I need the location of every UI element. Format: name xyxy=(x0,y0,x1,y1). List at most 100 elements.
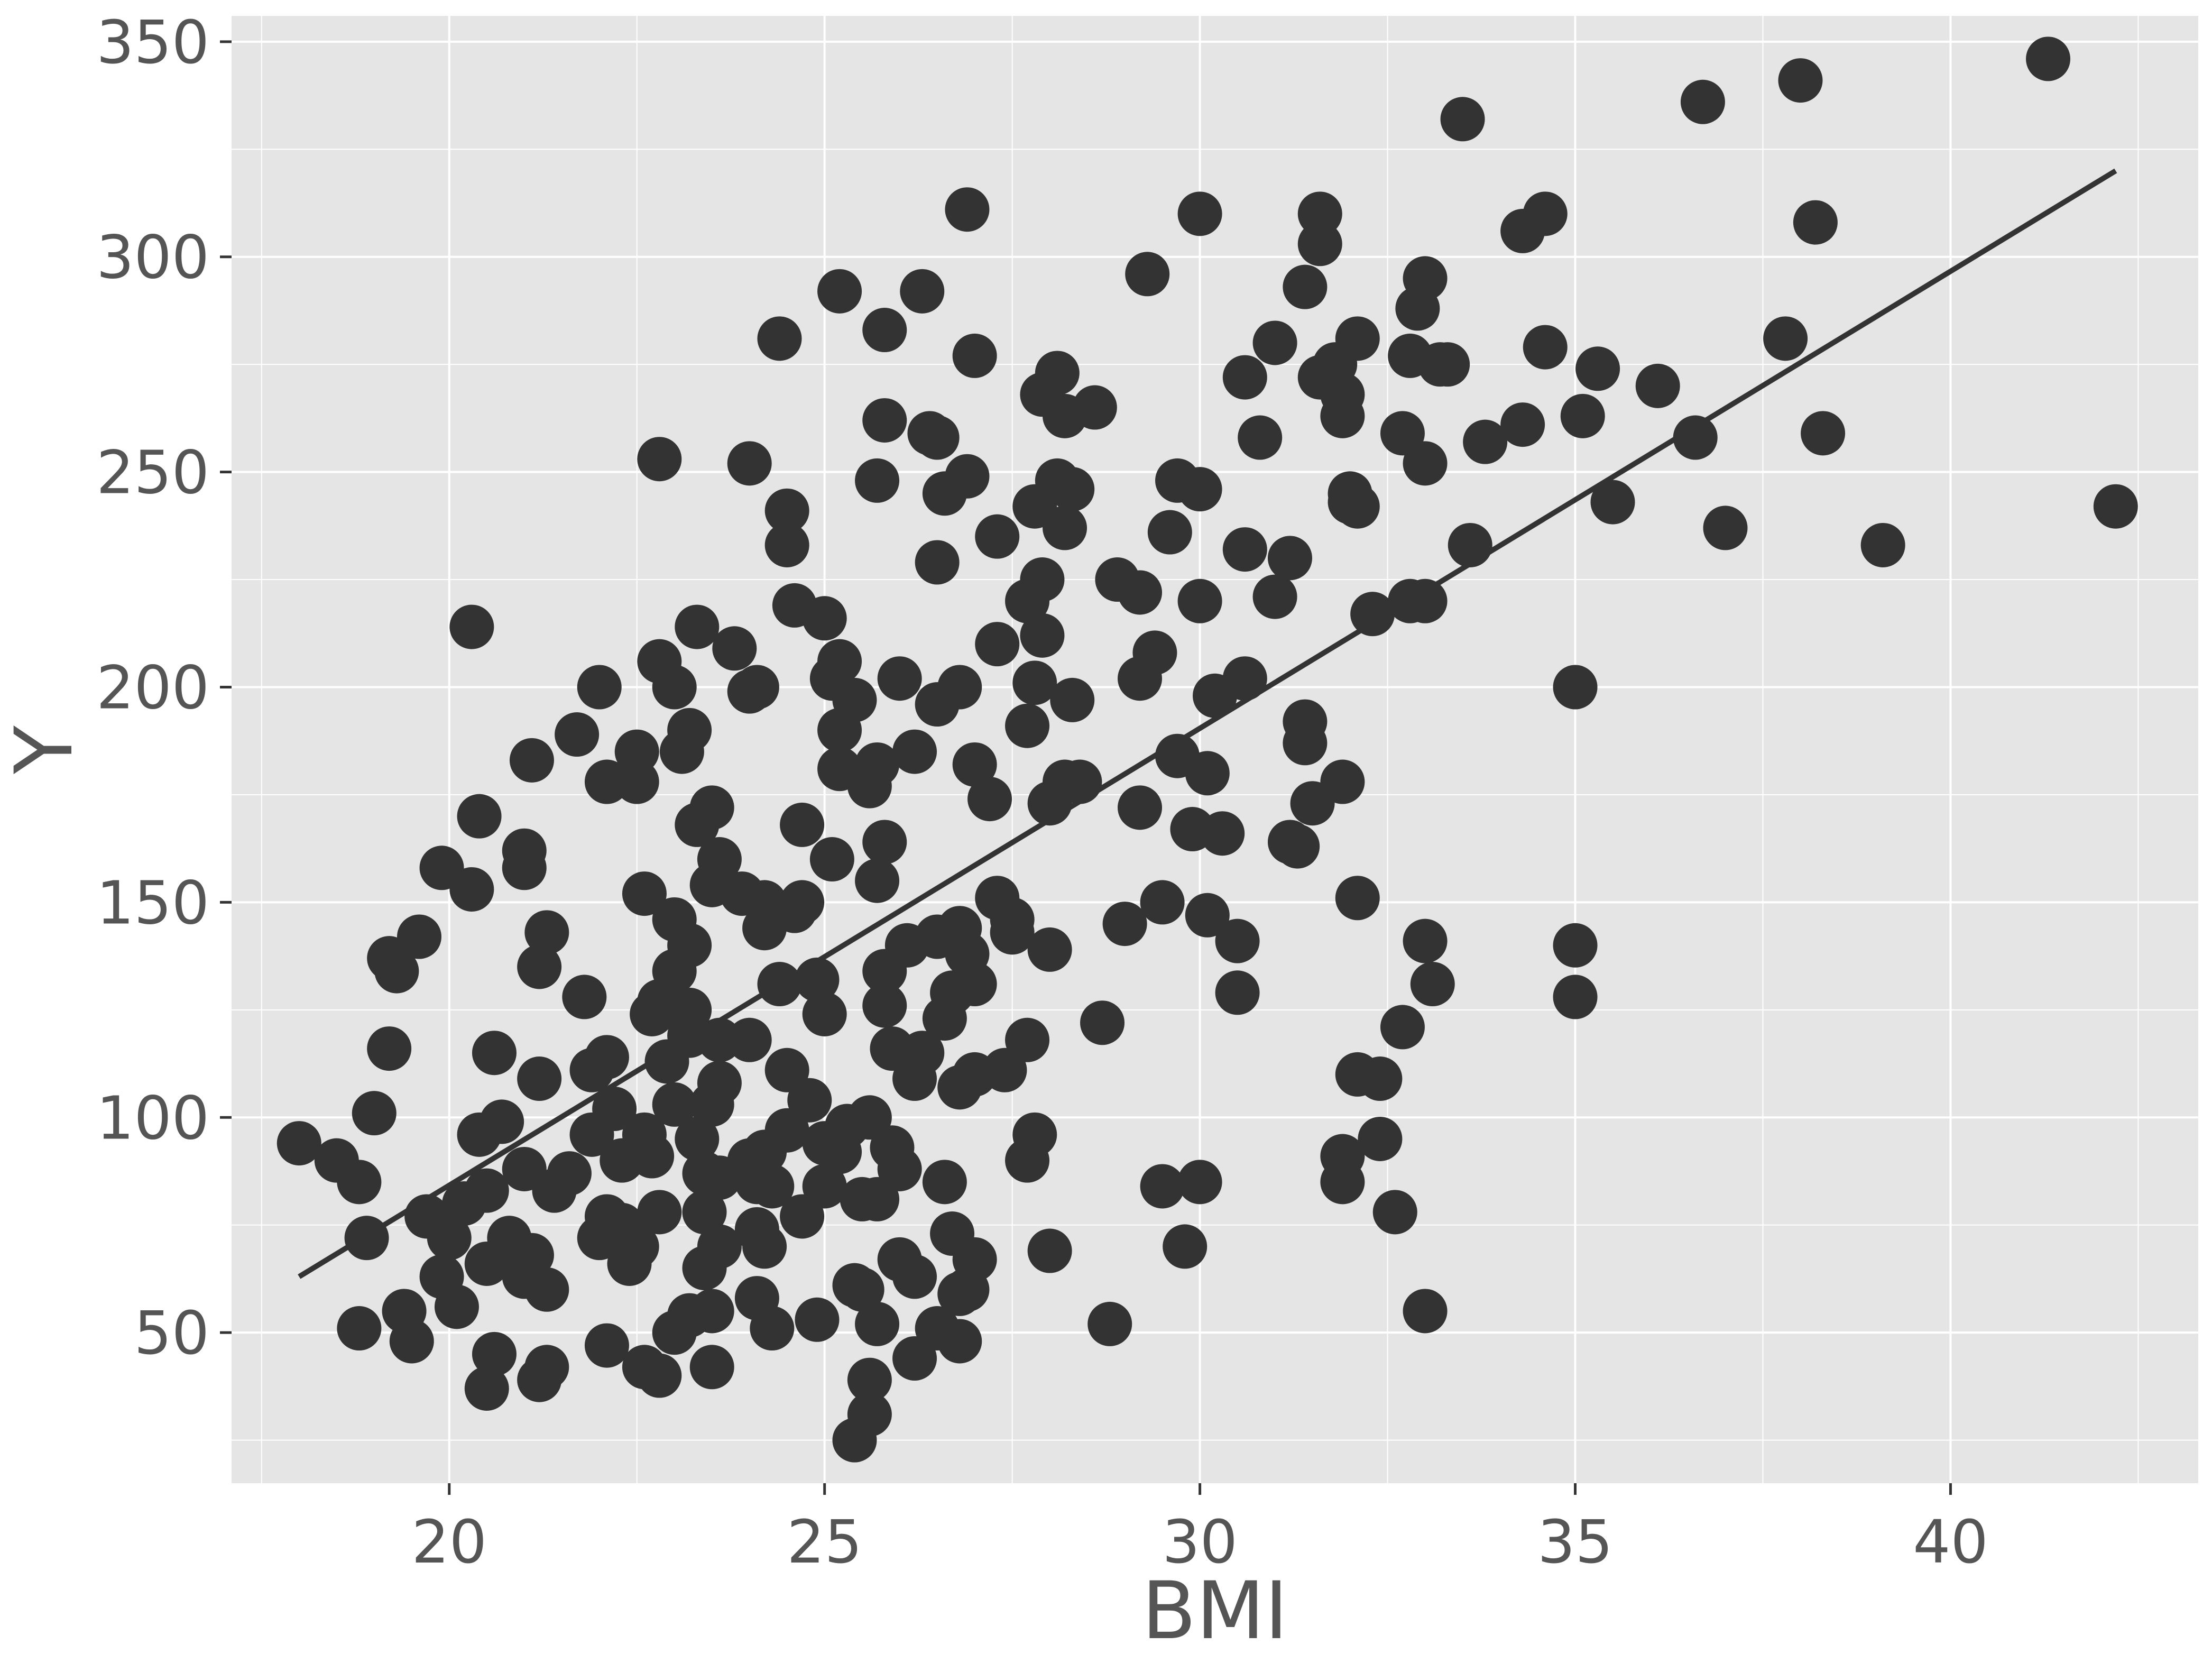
data-point xyxy=(862,820,907,865)
data-point xyxy=(1163,1224,1208,1269)
data-point xyxy=(922,1160,967,1205)
data-point xyxy=(1403,1289,1448,1334)
data-point xyxy=(1177,191,1222,236)
data-point xyxy=(742,1224,787,1269)
data-point xyxy=(397,914,441,959)
data-point xyxy=(689,785,734,830)
data-point xyxy=(1358,1116,1403,1161)
data-point xyxy=(509,1233,554,1278)
y-tick-label: 300 xyxy=(96,224,209,292)
data-point xyxy=(1553,665,1598,710)
data-point xyxy=(937,1319,982,1364)
data-point xyxy=(1283,264,1328,309)
data-point xyxy=(1035,351,1080,396)
data-point xyxy=(1087,1301,1132,1346)
data-point xyxy=(952,742,997,787)
data-point xyxy=(1072,385,1117,430)
y-axis-title: Y xyxy=(0,725,90,775)
data-point xyxy=(1680,79,1725,124)
data-point xyxy=(847,1392,892,1437)
data-point xyxy=(734,665,779,710)
data-point xyxy=(449,867,494,912)
data-point xyxy=(855,458,900,503)
data-point xyxy=(1297,222,1342,267)
data-point xyxy=(1147,510,1192,555)
data-point xyxy=(675,1116,720,1161)
data-point xyxy=(276,1121,321,1166)
data-point xyxy=(1043,506,1087,550)
data-point xyxy=(1222,656,1267,701)
data-point xyxy=(1463,419,1508,464)
data-point xyxy=(1575,346,1620,391)
data-point xyxy=(637,437,682,482)
data-point xyxy=(697,837,742,882)
data-point xyxy=(517,944,562,989)
data-point xyxy=(832,677,877,722)
x-tick-labels: 20 25 30 35 40 xyxy=(411,1508,1988,1577)
data-point xyxy=(1050,467,1095,512)
data-point xyxy=(1372,1190,1417,1235)
data-point xyxy=(1778,58,1823,103)
data-point xyxy=(1425,342,1470,387)
data-point xyxy=(689,1345,734,1390)
data-point xyxy=(862,308,907,353)
data-point xyxy=(367,1026,412,1071)
data-point xyxy=(1050,677,1095,722)
x-tick-label: 25 xyxy=(787,1508,862,1577)
data-point xyxy=(1560,393,1605,438)
data-point xyxy=(1523,325,1568,370)
data-point xyxy=(464,1366,509,1411)
data-point xyxy=(855,858,900,903)
data-point xyxy=(652,665,697,710)
data-point xyxy=(614,1224,659,1269)
data-point xyxy=(1185,751,1230,796)
data-point xyxy=(862,398,907,443)
data-point xyxy=(1238,415,1283,460)
data-point xyxy=(1553,975,1598,1019)
data-point xyxy=(892,1254,937,1299)
data-points xyxy=(276,36,2138,1463)
data-point xyxy=(990,910,1035,955)
y-tick-label: 350 xyxy=(96,8,209,77)
data-point xyxy=(1703,506,1748,550)
data-point xyxy=(727,1017,772,1062)
y-tick-label: 50 xyxy=(134,1299,209,1368)
data-point xyxy=(750,1164,795,1209)
data-point xyxy=(1177,467,1222,512)
data-point xyxy=(764,522,809,567)
data-point xyxy=(802,1164,847,1209)
data-point xyxy=(1215,918,1260,963)
data-point xyxy=(614,759,659,804)
data-point xyxy=(900,1031,945,1076)
data-point xyxy=(389,1319,434,1364)
data-point xyxy=(524,1267,569,1312)
data-point xyxy=(667,707,712,752)
data-point xyxy=(337,1306,382,1351)
x-tick-label: 35 xyxy=(1537,1508,1613,1577)
data-point xyxy=(1440,97,1485,142)
data-point xyxy=(464,1168,509,1213)
data-point xyxy=(855,1301,900,1346)
data-point xyxy=(1275,824,1320,869)
data-point xyxy=(517,1056,562,1101)
data-point xyxy=(750,1306,795,1351)
data-point xyxy=(1222,527,1267,572)
data-point xyxy=(1177,1160,1222,1205)
data-point xyxy=(817,269,862,314)
data-point xyxy=(697,1224,742,1269)
data-point xyxy=(1320,1160,1365,1205)
data-point xyxy=(975,514,1020,559)
data-point xyxy=(1500,402,1545,447)
data-point xyxy=(1793,200,1838,245)
data-point xyxy=(675,604,720,649)
data-point xyxy=(1523,191,1568,236)
data-point xyxy=(937,665,982,710)
data-point xyxy=(727,441,772,486)
data-point xyxy=(1118,570,1163,615)
data-point xyxy=(1673,415,1718,460)
data-point xyxy=(352,1091,397,1136)
y-tick-label: 150 xyxy=(96,869,209,938)
data-point xyxy=(524,910,569,955)
data-point xyxy=(1200,811,1245,856)
data-point xyxy=(1335,484,1380,529)
